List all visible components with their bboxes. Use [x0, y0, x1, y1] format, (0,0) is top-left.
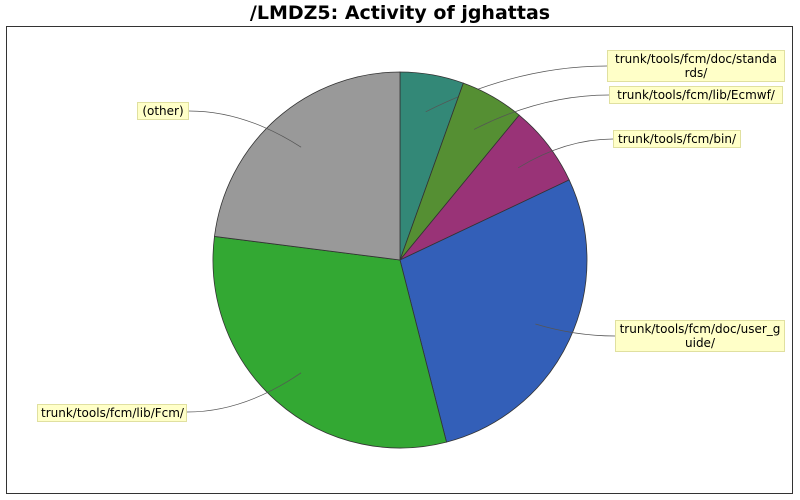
slice-label-line: trunk/tools/fcm/lib/Fcm/ [41, 406, 184, 420]
slice-label-line: (other) [142, 104, 184, 118]
slice-label-line: uide/ [685, 336, 715, 350]
pie-slice-4 [212, 235, 447, 449]
slice-label-0: trunk/tools/fcm/doc/standa rds/ [607, 50, 785, 82]
leader-line-4 [186, 372, 302, 413]
slice-label-line: rds/ [684, 66, 708, 80]
slice-label-line: trunk/tools/fcm/doc/standa [615, 52, 777, 66]
slice-label-line: trunk/tools/fcm/doc/user_g [619, 322, 781, 336]
pie-slice-5 [214, 71, 401, 261]
slice-label-1: trunk/tools/fcm/lib/Ecmwf/ [609, 86, 783, 104]
slice-label-line: trunk/tools/fcm/bin/ [617, 132, 736, 146]
slice-label-5: (other) [137, 102, 189, 120]
leader-line-0 [425, 65, 608, 113]
slice-label-4: trunk/tools/fcm/lib/Fcm/ [37, 404, 187, 422]
chart-title: /LMDZ5: Activity of jghattas [249, 2, 551, 24]
slice-label-2: trunk/tools/fcm/bin/ [613, 130, 741, 148]
leader-line-5 [188, 110, 302, 148]
slice-label-line: trunk/tools/fcm/lib/Ecmwf/ [617, 88, 775, 102]
plot-frame [6, 26, 793, 494]
slice-label-3: trunk/tools/fcm/doc/user_g uide/ [615, 320, 785, 352]
leader-line-3 [535, 323, 616, 337]
leader-line-2 [518, 138, 614, 169]
leader-line-1 [473, 94, 610, 130]
pie-slice-3 [399, 179, 588, 443]
